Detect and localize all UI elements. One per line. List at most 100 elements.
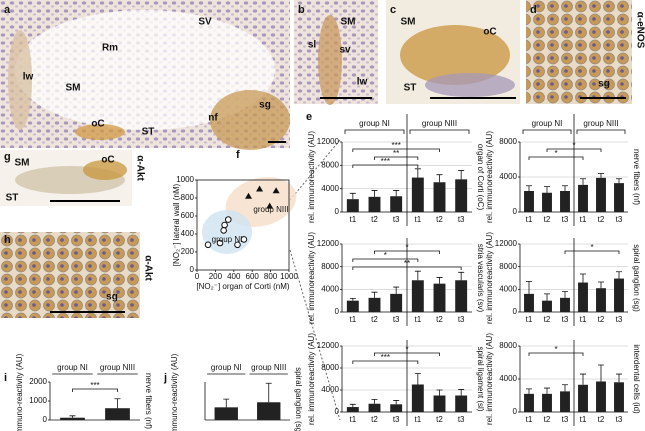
bar — [411, 384, 424, 412]
tissue-label: sg — [598, 79, 610, 90]
y-tick-label: 400 — [181, 229, 195, 238]
point — [256, 185, 264, 192]
stain-region — [400, 25, 510, 85]
x-tick-label: t2 — [598, 215, 605, 224]
group-bracket — [576, 129, 626, 134]
bar — [542, 192, 552, 212]
y-tick-label: 8000 — [499, 262, 517, 271]
significance-stars: *** — [90, 381, 99, 390]
bar — [542, 393, 552, 412]
tissue-label: nf — [208, 113, 218, 124]
tissue-label: sg — [259, 100, 271, 111]
tissue-label: Rm — [102, 43, 118, 54]
tissue-label: α-Akt — [134, 155, 145, 181]
error-bar — [526, 185, 532, 191]
error-bar — [616, 373, 622, 383]
stain-region — [83, 160, 127, 180]
x-tick-label: t3 — [616, 215, 623, 224]
error-bar — [69, 415, 76, 418]
error-bar — [436, 174, 443, 183]
x-tick-label: t3 — [393, 415, 400, 424]
group-label: group NI — [359, 119, 390, 128]
panel-label: h — [4, 234, 11, 246]
tissue-label: lw — [23, 72, 34, 83]
tissue-label: SM — [401, 17, 416, 28]
point — [240, 236, 248, 243]
x-tick-label: t3 — [458, 415, 465, 424]
significance-bracket — [374, 250, 440, 254]
group-label: group NIII — [251, 363, 286, 372]
bar — [433, 395, 446, 412]
micrograph — [526, 0, 632, 104]
x-tick-label: t1 — [526, 215, 533, 224]
y-tick-label: 8000 — [321, 160, 339, 169]
y-tick-label: 12000 — [317, 239, 340, 248]
tissue-label: α-eNOS — [634, 12, 645, 49]
y-tick-label: 0 — [335, 307, 340, 316]
bar — [560, 191, 570, 212]
error-bar — [265, 382, 272, 403]
x-tick-label: 600 — [246, 272, 260, 281]
significance-bracket — [352, 258, 419, 262]
group-label: group NI — [211, 363, 242, 372]
tissue-label: α-Akt — [142, 255, 153, 281]
group-bracket — [409, 129, 470, 134]
significance-bracket — [352, 148, 440, 152]
x-tick-label: t1 — [580, 315, 587, 324]
significance-stars: * — [384, 251, 387, 260]
panel-label: g — [4, 151, 11, 163]
bar — [578, 184, 588, 212]
significance-bracket — [546, 148, 602, 152]
bar — [368, 403, 381, 412]
significance-stars: ** — [404, 259, 410, 268]
x-tick-label: t1 — [414, 315, 421, 324]
x-tick-label: t3 — [562, 415, 569, 424]
x-tick-label: t2 — [371, 215, 378, 224]
bar — [455, 280, 468, 312]
group-label: group NIII — [422, 119, 457, 128]
bar — [524, 191, 534, 212]
x-tick-label: t3 — [562, 315, 569, 324]
error-bar — [544, 293, 550, 301]
x-tick-label: t1 — [349, 215, 356, 224]
x-tick-label: t1 — [580, 215, 587, 224]
y-tick-label: 0 — [513, 407, 518, 416]
tissue-label: SM — [15, 158, 30, 169]
bar — [455, 395, 468, 412]
error-bar — [393, 400, 400, 405]
point — [216, 239, 224, 247]
error-bar — [436, 277, 443, 284]
group-bracket — [522, 129, 572, 134]
y-tick-label: 8000 — [321, 363, 339, 372]
significance-stars: * — [405, 243, 408, 252]
x-tick-label: t3 — [393, 215, 400, 224]
error-bar — [562, 291, 568, 298]
bar — [433, 182, 446, 212]
y-axis-label: rel. immunoreactivity (AU) — [485, 131, 494, 223]
bar — [560, 297, 570, 312]
bar — [614, 183, 624, 212]
panel-label: f — [236, 149, 240, 161]
bar — [411, 280, 424, 312]
x-tick-label: t2 — [436, 315, 443, 324]
x-tick-label: t1 — [349, 315, 356, 324]
legend-label: group NIII — [253, 205, 288, 214]
group-bracket — [344, 129, 405, 134]
bar — [346, 199, 359, 212]
error-bar — [458, 389, 465, 396]
y-tick-label: 4000 — [321, 385, 339, 394]
error-bar — [526, 281, 532, 294]
bar — [596, 288, 606, 312]
error-bar — [562, 384, 568, 392]
y-tick-label: 8000 — [499, 137, 517, 146]
significance-stars: *** — [391, 141, 400, 150]
x-tick-label: t2 — [436, 215, 443, 224]
error-bar — [414, 270, 421, 281]
y-axis-label: rel. immunoreactivity (AU) — [307, 333, 316, 425]
significance-bracket — [374, 156, 419, 160]
bar — [346, 407, 359, 412]
tissue-label: SM — [341, 17, 356, 28]
significance-stars: * — [590, 243, 593, 252]
significance-stars: *** — [381, 353, 390, 362]
panel-label: j — [163, 372, 167, 384]
